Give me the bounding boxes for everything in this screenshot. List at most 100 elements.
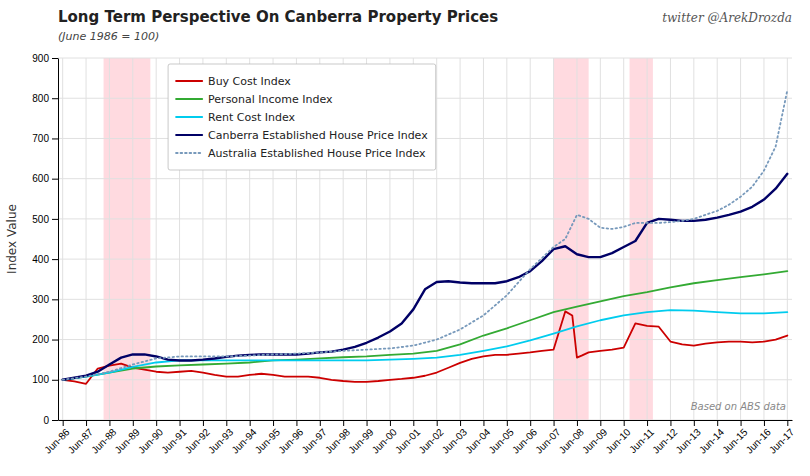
legend-item: Canberra Established House Price Index <box>176 129 428 142</box>
title: Long Term Perspective On Canberra Proper… <box>58 8 498 26</box>
x-tick-label: Jun-13 <box>673 426 703 456</box>
legend-label: Canberra Established House Price Index <box>208 129 428 142</box>
x-tick-label: Jun-02 <box>416 426 446 456</box>
legend-label: Buy Cost Index <box>208 75 291 88</box>
legend-item: Personal Income Index <box>176 93 333 106</box>
shaded-region <box>630 58 653 420</box>
x-tick-mark <box>273 420 274 426</box>
x-tick: Jun-17 <box>767 420 797 456</box>
x-tick-mark <box>226 420 227 426</box>
x-tick-label: Jun-93 <box>206 426 236 456</box>
legend-swatch <box>176 152 202 154</box>
y-tick-mark <box>52 340 58 341</box>
x-tick-mark <box>413 420 414 426</box>
plot-area: Jun-86Jun-87Jun-88Jun-89Jun-90Jun-91Jun-… <box>32 53 796 456</box>
legend-swatch <box>176 134 202 136</box>
y-tick-label: 900 <box>32 53 49 64</box>
x-tick-label: Jun-99 <box>346 426 376 456</box>
x-tick-label: Jun-15 <box>720 426 750 456</box>
grid-line-x <box>62 58 63 420</box>
y-tick-label: 600 <box>32 173 49 184</box>
grid-line-y <box>58 420 792 421</box>
x-tick-label: Jun-96 <box>276 426 306 456</box>
x-tick-label: Jun-87 <box>66 426 96 456</box>
x-tick-label: Jun-07 <box>533 426 563 456</box>
y-axis-title: Index Value <box>5 204 19 274</box>
x-tick-mark <box>133 420 134 426</box>
y-tick-label: 700 <box>32 133 49 144</box>
y-tick-mark <box>52 179 58 180</box>
x-tick-mark <box>296 420 297 426</box>
x-tick-mark <box>554 420 555 426</box>
x-axis-line <box>59 420 793 421</box>
grid-line-y <box>58 339 792 340</box>
y-tick: 900 <box>32 53 58 64</box>
legend-item: Buy Cost Index <box>176 75 291 88</box>
y-tick-label: 300 <box>32 294 49 305</box>
grid-line-y <box>58 58 792 59</box>
grid-line-x <box>576 58 577 420</box>
y-tick-label: 400 <box>32 254 49 265</box>
series-line <box>63 311 788 383</box>
x-tick-label: Jun-95 <box>253 426 283 456</box>
y-tick: 800 <box>32 93 58 104</box>
y-tick-label: 0 <box>43 415 49 426</box>
x-tick-label: Jun-98 <box>323 426 353 456</box>
x-tick-mark <box>577 420 578 426</box>
grid-line-x <box>763 58 764 420</box>
grid-line-x <box>623 58 624 420</box>
grid-line-x <box>670 58 671 420</box>
grid-line-y <box>58 379 792 380</box>
y-tick-mark <box>52 380 58 381</box>
x-tick-label: Jun-89 <box>112 426 142 456</box>
x-tick-mark <box>437 420 438 426</box>
x-tick-mark <box>787 420 788 426</box>
grid-line-x <box>530 58 531 420</box>
grid-line-y <box>58 218 792 219</box>
series-line <box>63 174 788 380</box>
shaded-region <box>554 58 589 420</box>
grid-line-x <box>483 58 484 420</box>
x-tick-label: Jun-97 <box>299 426 329 456</box>
x-tick-mark <box>741 420 742 426</box>
x-tick-mark <box>530 420 531 426</box>
x-tick-mark <box>483 420 484 426</box>
legend-label: Personal Income Index <box>208 93 333 106</box>
x-tick-mark <box>507 420 508 426</box>
legend-item: Australia Established House Price Index <box>176 147 426 160</box>
x-tick-label: Jun-10 <box>603 426 633 456</box>
y-tick: 500 <box>32 214 58 225</box>
legend-label: Australia Established House Price Index <box>208 147 426 160</box>
x-tick-label: Jun-91 <box>159 426 189 456</box>
y-tick: 200 <box>32 334 58 345</box>
x-axis: Jun-86Jun-87Jun-88Jun-89Jun-90Jun-91Jun-… <box>42 420 796 456</box>
x-tick-label: Jun-03 <box>440 426 470 456</box>
x-tick-mark <box>320 420 321 426</box>
grid <box>58 58 792 420</box>
x-tick-label: Jun-12 <box>650 426 680 456</box>
y-tick: 0 <box>43 415 58 426</box>
y-tick: 100 <box>32 374 58 385</box>
x-tick-label: Jun-08 <box>557 426 587 456</box>
y-tick-mark <box>52 420 58 421</box>
x-tick-label: Jun-90 <box>136 426 166 456</box>
x-tick-mark <box>367 420 368 426</box>
y-tick-mark <box>52 299 58 300</box>
grid-line-x <box>553 58 554 420</box>
y-tick-mark <box>52 219 58 220</box>
y-tick-label: 200 <box>32 334 49 345</box>
x-tick-mark <box>63 420 64 426</box>
y-tick-mark <box>52 98 58 99</box>
x-tick-label: Jun-17 <box>767 426 797 456</box>
x-tick-mark <box>460 420 461 426</box>
grid-line-x <box>717 58 718 420</box>
y-tick: 600 <box>32 173 58 184</box>
x-tick-label: Jun-04 <box>463 426 493 456</box>
y-tick: 700 <box>32 133 58 144</box>
x-tick-label: Jun-09 <box>580 426 610 456</box>
x-tick-mark <box>600 420 601 426</box>
subtitle: (June 1986 = 100) <box>58 30 159 43</box>
x-tick-label: Jun-00 <box>370 426 400 456</box>
grid-line-y <box>58 178 792 179</box>
annotation: Based on ABS data <box>691 401 786 412</box>
